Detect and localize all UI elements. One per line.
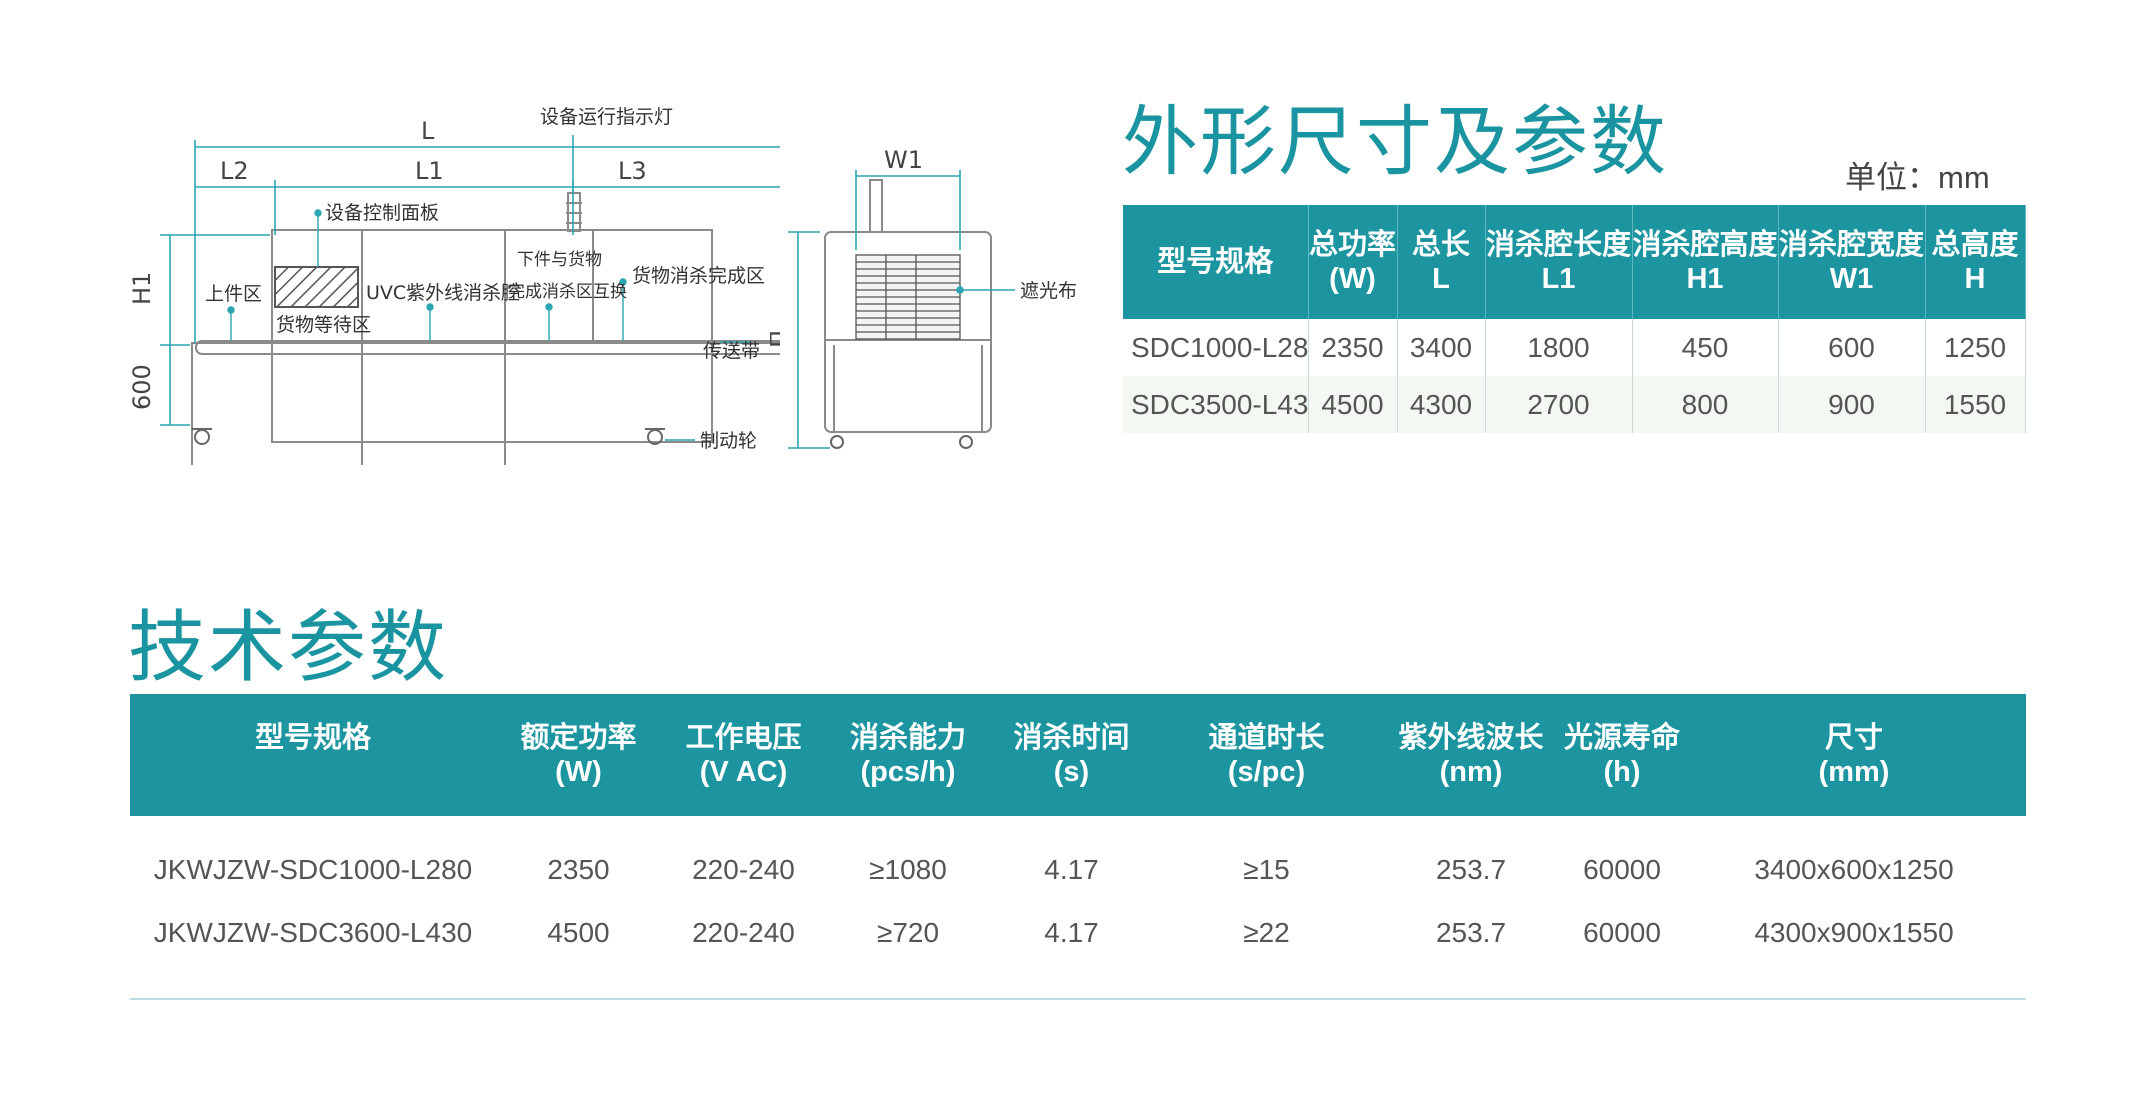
table-cell: 4300 — [1397, 376, 1486, 433]
tech-header-size: 尺寸 (mm) — [1682, 694, 2026, 816]
side-view-drawing: W1 H 遮光布 — [770, 146, 1077, 449]
dimensions-table: 型号规格 总功率 (W) 总长 L 消杀腔长度 L1 消杀腔高度 H1 消杀腔宽度 W1 … — [1123, 205, 2026, 433]
table-cell: 4.17 — [1044, 853, 1099, 885]
table-cell: ≥15 — [1243, 853, 1290, 885]
tech-table: 型号规格 额定功率 (W) 工作电压 (V AC) 消杀能力 (pcs/h) 消杀时间… — [130, 694, 2026, 964]
table-cell: 450 — [1632, 319, 1779, 376]
tech-header-power: 额定功率 (W) — [496, 694, 661, 816]
table-cell: ≥720 — [876, 916, 940, 948]
table-cell: 900 — [1778, 376, 1926, 433]
swap-zone-label-2: 完成消杀区互换 — [508, 282, 627, 302]
dim-L2-label: L2 — [220, 157, 249, 185]
bottom-divider — [130, 998, 2026, 1000]
uvc-chamber-label: UVC紫外线消杀腔 — [366, 282, 520, 304]
dimensions-header-row: 型号规格 总功率 (W) 总长 L 消杀腔长度 L1 消杀腔高度 H1 消杀腔宽度 W1 … — [1123, 205, 2026, 319]
table-row: SDC3500-L430 4500 4300 2700 800 900 1550 — [1123, 376, 2026, 433]
table-cell: SDC3500-L430 — [1123, 376, 1309, 433]
dim-H1-label: H1 — [128, 272, 156, 305]
front-view-drawing: L L2 L1 L3 H1 600 设备运行指示灯 设备控制面板 上件区 货物等… — [128, 106, 780, 465]
wheel-icon — [830, 435, 844, 449]
tech-header-lamp-life: 光源寿命 (h) — [1562, 694, 1682, 816]
tech-header-row: 型号规格 额定功率 (W) 工作电压 (V AC) 消杀能力 (pcs/h) 消杀时间… — [130, 694, 2026, 816]
table-cell: JKWJZW-SDC1000-L280 — [153, 853, 473, 885]
indicator-label: 设备运行指示灯 — [540, 106, 673, 128]
table-cell: 3400 — [1397, 319, 1486, 376]
dim-H-label: H — [770, 330, 786, 348]
unit-label: 单位：mm — [1845, 160, 1990, 195]
table-cell: JKWJZW-SDC3600-L430 — [153, 916, 473, 948]
tech-header-wavelength: 紫外线波长 (nm) — [1380, 694, 1562, 816]
dim-L1-label: L1 — [415, 157, 444, 185]
table-cell: 2350 — [1308, 319, 1398, 376]
conveyor-belt — [195, 340, 780, 355]
table-row: JKWJZW-SDC1000-L280 2350 220-240 ≥1080 4… — [130, 816, 2026, 901]
table-cell: 4500 — [1308, 376, 1398, 433]
tech-header-time: 消杀时间 (s) — [990, 694, 1153, 816]
table-cell: 3400x600x1250 — [1754, 853, 1954, 885]
waiting-zone-label: 货物等待区 — [276, 314, 371, 336]
table-cell: 4.17 — [1044, 916, 1099, 948]
table-cell: 220-240 — [692, 916, 795, 948]
table-cell: 253.7 — [1435, 916, 1507, 948]
table-row: SDC1000-L280 2350 3400 1800 450 600 1250 — [1123, 319, 2026, 376]
table-cell: 2350 — [547, 853, 610, 885]
tech-header-channel-time: 通道时长 (s/pc) — [1153, 694, 1380, 816]
table-cell: ≥22 — [1243, 916, 1290, 948]
table-cell: 2700 — [1485, 376, 1633, 433]
dim-header-chamber-width: 消杀腔宽度 W1 — [1778, 205, 1926, 319]
brake-wheel-label: 制动轮 — [700, 430, 757, 452]
table-cell: 60000 — [1583, 916, 1661, 948]
wheel-icon — [194, 429, 210, 445]
dim-L-label: L — [421, 117, 435, 145]
tech-header-model: 型号规格 — [130, 694, 496, 816]
dim-W1-label: W1 — [884, 146, 923, 174]
dim-header-model: 型号规格 — [1123, 205, 1309, 319]
tech-header-voltage: 工作电压 (V AC) — [661, 694, 826, 816]
tech-header-capacity: 消杀能力 (pcs/h) — [826, 694, 990, 816]
dim-header-length: 总长 L — [1397, 205, 1486, 319]
dim-L3-label: L3 — [618, 157, 647, 185]
table-cell: 600 — [1778, 319, 1926, 376]
table-cell: 1800 — [1485, 319, 1633, 376]
table-cell: SDC1000-L280 — [1123, 319, 1309, 376]
table-cell: 253.7 — [1435, 853, 1507, 885]
dim-header-chamber-length: 消杀腔长度 L1 — [1485, 205, 1633, 319]
conveyor-label: 传送带 — [703, 340, 760, 362]
dim-header-power: 总功率 (W) — [1308, 205, 1398, 319]
table-row: JKWJZW-SDC3600-L430 4500 220-240 ≥720 4.… — [130, 901, 2026, 964]
table-cell: 800 — [1632, 376, 1779, 433]
done-zone-label: 货物消杀完成区 — [632, 265, 765, 287]
wheel-icon — [959, 435, 973, 449]
table-cell: ≥1080 — [869, 853, 947, 885]
loading-zone-label: 上件区 — [205, 283, 262, 305]
table-cell: 1250 — [1925, 319, 2026, 376]
side-cabinet-outline — [824, 231, 992, 433]
table-cell: 4300x900x1550 — [1754, 916, 1954, 948]
waiting-zone-hatch — [274, 266, 359, 308]
swap-zone-label-1: 下件与货物 — [517, 250, 602, 270]
dim-header-total-height: 总高度 H — [1925, 205, 2026, 319]
table-cell: 1550 — [1925, 376, 2026, 433]
dim-header-chamber-height: 消杀腔高度 H1 — [1632, 205, 1779, 319]
tech-title: 技术参数 — [128, 603, 449, 693]
table-cell: 4500 — [547, 916, 610, 948]
table-cell: 220-240 — [692, 853, 795, 885]
front-base-outline — [191, 342, 780, 465]
front-chamber-outline — [271, 229, 713, 443]
curtain-label: 遮光布 — [1020, 280, 1077, 302]
dim-600-label: 600 — [128, 364, 156, 410]
table-cell: 60000 — [1583, 853, 1661, 885]
control-panel-label: 设备控制面板 — [325, 202, 439, 224]
dimensions-title: 外形尺寸及参数 — [1122, 97, 1668, 186]
